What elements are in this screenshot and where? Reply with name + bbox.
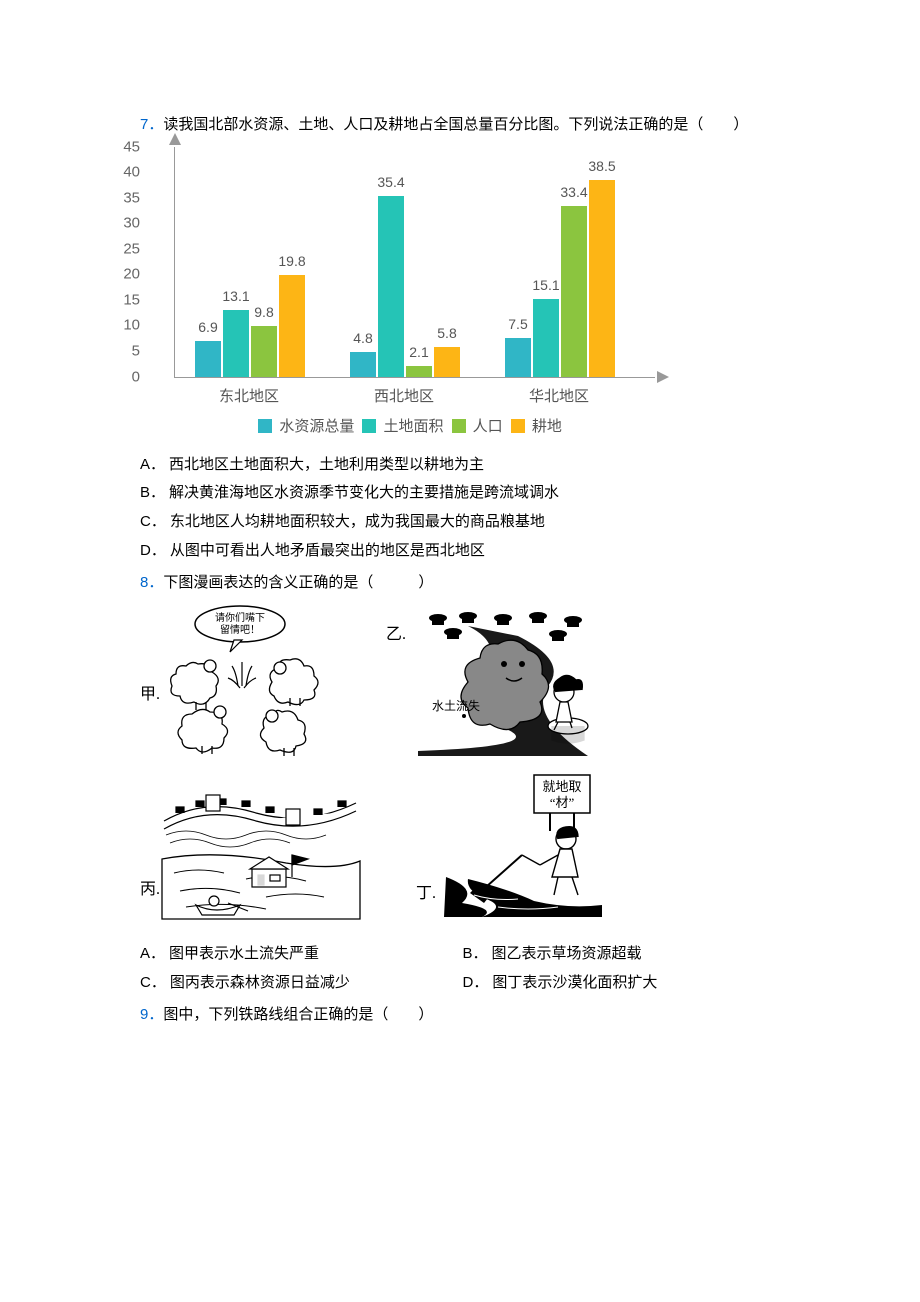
bar: 5.8 bbox=[434, 347, 460, 377]
bar: 7.5 bbox=[505, 338, 531, 376]
comic-jia-tag: 甲. bbox=[140, 680, 160, 704]
q8-option-a: A．图甲表示水土流失严重 bbox=[140, 940, 463, 969]
comic-bing-art bbox=[156, 773, 366, 923]
bar: 2.1 bbox=[406, 366, 432, 377]
bar: 13.1 bbox=[223, 310, 249, 377]
svg-text:请你们嘴下: 请你们嘴下 bbox=[215, 611, 265, 624]
bar: 33.4 bbox=[561, 206, 587, 377]
q7-text: 读我国北部水资源、土地、人口及耕地占全国总量百分比图。下列说法正确的是（ ） bbox=[163, 117, 748, 133]
bar: 15.1 bbox=[533, 299, 559, 376]
q8-comics: 甲. 请你们嘴下 留情吧！ bbox=[136, 602, 616, 932]
comic-jia-art: 请你们嘴下 留情吧！ bbox=[162, 602, 362, 762]
q8-number: 8． bbox=[140, 574, 163, 591]
q7-option-a: A．西北地区土地面积大，土地利用类型以耕地为主 bbox=[140, 451, 785, 480]
comic-yi-tag: 乙. bbox=[386, 620, 406, 644]
q7-option-c: C．东北地区人均耕地面积较大，成为我国最大的商品粮基地 bbox=[140, 508, 785, 537]
comic-yi: 乙. bbox=[376, 602, 616, 767]
q8-option-c: C．图丙表示森林资源日益减少 bbox=[140, 969, 463, 998]
bar: 4.8 bbox=[350, 352, 376, 377]
bar: 38.5 bbox=[589, 180, 615, 377]
q8-option-d: D．图丁表示沙漠化面积扩大 bbox=[463, 969, 786, 998]
q7-option-d: D．从图中可看出人地矛盾最突出的地区是西北地区 bbox=[140, 537, 785, 566]
bar: 6.9 bbox=[195, 341, 221, 376]
q8-option-b: B．图乙表示草场资源超载 bbox=[463, 940, 786, 969]
plot-area: 6.913.19.819.8 4.835.42.15.8 7.515.133.438… bbox=[174, 147, 655, 378]
q7-options: A．西北地区土地面积大，土地利用类型以耕地为主 B．解决黄淮海地区水资源季节变化… bbox=[140, 451, 785, 566]
bar: 19.8 bbox=[279, 275, 305, 376]
svg-text:水土流失: 水土流失 bbox=[432, 698, 480, 713]
q8-options: A．图甲表示水土流失严重 B．图乙表示草场资源超载 C．图丙表示森林资源日益减少… bbox=[140, 940, 785, 998]
comic-ding: 丁. 就地取 “材” bbox=[376, 767, 616, 932]
svg-text:就地取: 就地取 bbox=[542, 779, 581, 794]
comic-ding-tag: 丁. bbox=[416, 879, 436, 903]
question-8: 8．下图漫画表达的含义正确的是（ ） bbox=[140, 570, 785, 597]
comic-yi-art: 水土流失 bbox=[408, 606, 608, 756]
q7-number: 7． bbox=[140, 116, 163, 133]
bar: 9.8 bbox=[251, 326, 277, 376]
question-9: 9．图中，下列铁路线组合正确的是（ ） bbox=[140, 1002, 785, 1029]
q9-text: 图中，下列铁路线组合正确的是（ ） bbox=[163, 1007, 433, 1023]
bar: 35.4 bbox=[378, 196, 404, 377]
question-7: 7．读我国北部水资源、土地、人口及耕地占全国总量百分比图。下列说法正确的是（ ） bbox=[140, 112, 785, 139]
q9-number: 9． bbox=[140, 1006, 163, 1023]
comic-ding-art: 就地取 “材” bbox=[438, 769, 618, 919]
comic-bing: 丙. bbox=[136, 767, 376, 932]
legend: 水资源总量 土地面积 人口 耕地 bbox=[186, 415, 626, 436]
comic-jia: 甲. 请你们嘴下 留情吧！ bbox=[136, 602, 376, 767]
svg-text:留情吧！: 留情吧！ bbox=[220, 623, 260, 636]
svg-text:“材”: “材” bbox=[550, 795, 575, 810]
q7-bar-chart: 051015202530354045 6.913.19.819.84.835.4… bbox=[130, 147, 670, 447]
q7-option-b: B．解决黄淮海地区水资源季节变化大的主要措施是跨流域调水 bbox=[140, 479, 785, 508]
q8-text: 下图漫画表达的含义正确的是（ ） bbox=[163, 575, 433, 591]
